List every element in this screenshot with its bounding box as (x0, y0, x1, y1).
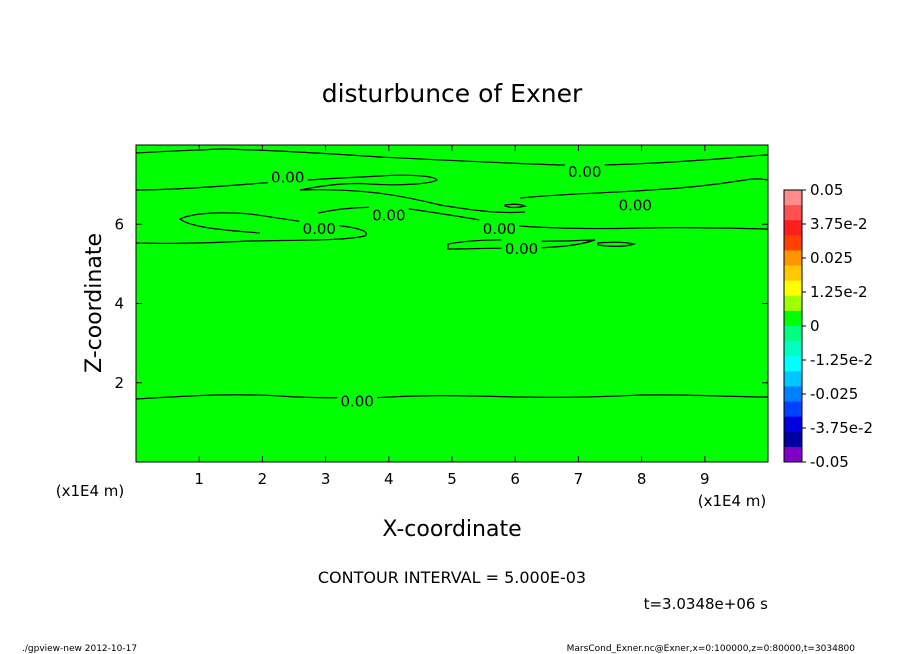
contour-line (135, 394, 769, 400)
contour-label: 0.00 (340, 393, 373, 411)
source-text: MarsCond_Exner.nc@Exner,x=0:100000,z=0:8… (567, 644, 856, 654)
colorbar-tick-label: -0.05 (810, 453, 849, 471)
colorbar-segment (784, 220, 802, 236)
contour-label: 0.00 (505, 240, 538, 258)
x-tick-label: 5 (447, 470, 457, 488)
x-axis-unit: (x1E4 m) (698, 492, 767, 510)
colorbar-segment (784, 280, 802, 297)
contour-line (447, 239, 596, 250)
x-tick-label: 2 (258, 470, 268, 488)
x-tick-label: 1 (194, 470, 204, 488)
contour-line (519, 178, 769, 199)
x-tick-label: 9 (700, 470, 710, 488)
colorbar-tick-label: 3.75e-2 (810, 215, 868, 233)
contour-line (135, 174, 438, 191)
colorbar-segment (784, 235, 802, 251)
contour-label: 0.00 (372, 206, 405, 224)
contour-label: 0.00 (303, 220, 336, 238)
y-tick-label: 2 (114, 374, 124, 392)
contour-label-bg (267, 167, 308, 185)
contour-label: 0.00 (483, 220, 516, 238)
colorbar-tick-label: 0 (810, 317, 820, 335)
contour-label-bg (368, 205, 409, 223)
contour-line (504, 203, 527, 209)
contour-label-bg (299, 219, 340, 237)
colorbar-segment (784, 265, 802, 282)
contour-line (135, 148, 769, 166)
colorbar: 0.05 3.75e-2 0.025 1.25e-2 0 -1.25e-2 -0.025 -3… (783, 181, 873, 471)
colorbar-segment (784, 431, 802, 448)
colorbar-segment (784, 446, 802, 463)
x-tick-label: 4 (384, 470, 394, 488)
colorbar-tick-label: 0.025 (810, 249, 853, 267)
colorbar-segment (784, 356, 802, 372)
y-tick-label: 4 (114, 295, 124, 313)
contour-line (299, 189, 526, 214)
colorbar-tick-label: 0.05 (810, 181, 843, 199)
contour-label: 0.00 (271, 169, 304, 187)
y-tick-label: 6 (114, 215, 124, 233)
colorbar-segment (784, 295, 802, 312)
colorbar-tick-label: -3.75e-2 (810, 419, 873, 437)
colorbar-segment (784, 190, 802, 206)
colorbar-segment (784, 310, 802, 327)
contour-label: 0.00 (619, 196, 652, 214)
y-axis-unit: (x1E4 m) (56, 482, 125, 500)
colorbar-segment (784, 250, 802, 267)
contour-label-bg (479, 219, 520, 237)
colorbar-tick-label: -1.25e-2 (810, 351, 873, 369)
time-text: t=3.0348e+06 s (644, 595, 769, 613)
contour-line (597, 241, 637, 247)
colorbar-segment (784, 386, 802, 403)
colorbar-segment (784, 401, 802, 418)
axes: 1 2 3 4 5 6 7 8 9 2 4 6 (114, 145, 768, 488)
program-text: ./gpview-new 2012-10-17 (22, 644, 137, 654)
plot-field (135, 144, 769, 463)
contour-label-bg (615, 195, 656, 213)
colorbar-segment (784, 416, 802, 433)
contour-interval-text: CONTOUR INTERVAL = 5.000E-03 (318, 568, 586, 587)
contour-label-bg (337, 391, 378, 409)
contour-label-bg (501, 239, 542, 257)
colorbar-tick-label: -0.025 (810, 385, 858, 403)
colorbar-segment (784, 371, 802, 387)
x-tick-label: 7 (574, 470, 584, 488)
x-tick-label: 3 (321, 470, 331, 488)
chart-title: disturbunce of Exner (322, 79, 583, 108)
contour-label-bg (564, 161, 605, 179)
colorbar-segment (784, 341, 802, 357)
colorbar-segment (784, 326, 802, 342)
x-tick-label: 6 (510, 470, 520, 488)
contour-labels: 0.00 0.00 0.00 0.00 0.00 0.00 0.00 0.00 (267, 161, 656, 411)
colorbar-segment (784, 205, 802, 221)
colorbar-tick-label: 1.25e-2 (810, 283, 868, 301)
contour-label: 0.00 (568, 163, 601, 181)
x-axis-label: X-coordinate (382, 517, 521, 542)
x-tick-label: 8 (637, 470, 647, 488)
y-axis-label: Z-coordinate (82, 233, 107, 373)
